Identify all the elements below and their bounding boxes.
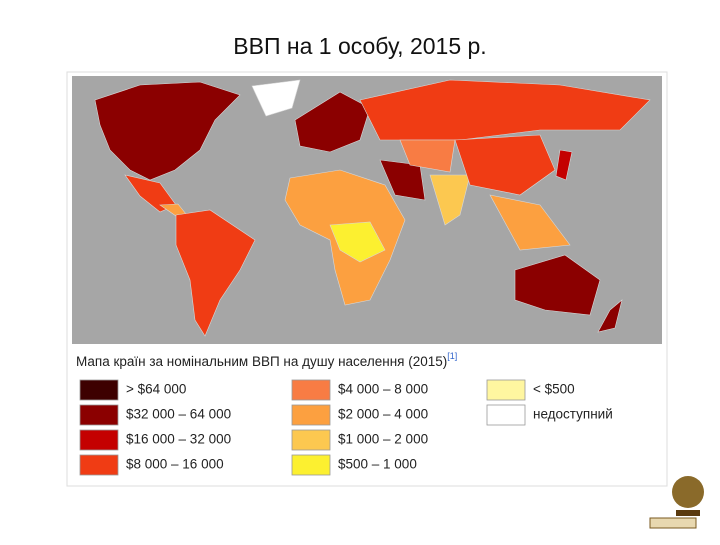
slide-title: ВВП на 1 особу, 2015 р. xyxy=(233,33,486,59)
legend-label: < $500 xyxy=(533,382,575,397)
central-asia xyxy=(399,139,456,173)
legend-swatch xyxy=(79,379,119,401)
legend-label: $32 000 – 64 000 xyxy=(126,407,231,422)
globe-icon xyxy=(649,476,704,529)
europe xyxy=(294,91,371,153)
greenland xyxy=(251,79,301,117)
legend-swatch xyxy=(79,404,119,426)
legend-swatch xyxy=(291,454,331,476)
new-zealand xyxy=(597,299,623,333)
caption-text: Мапа країн за номінальним ВВП на душу на… xyxy=(76,354,447,369)
legend-swatch xyxy=(486,379,526,401)
legend-label: $2 000 – 4 000 xyxy=(338,407,428,422)
legend-label: недоступний xyxy=(533,407,613,422)
southeast-asia xyxy=(489,194,571,251)
legend-label: $8 000 – 16 000 xyxy=(126,457,224,472)
central-africa xyxy=(329,221,386,263)
middle-east xyxy=(379,159,426,201)
japan xyxy=(555,149,573,181)
legend: > $64 000 $32 000 – 64 000 $16 000 – 32 00… xyxy=(79,379,613,476)
legend-swatch xyxy=(291,379,331,401)
north-america xyxy=(94,81,241,181)
legend-swatch xyxy=(291,404,331,426)
south-america xyxy=(175,209,256,337)
caption-ref[interactable]: [1] xyxy=(447,351,457,361)
legend-label: $500 – 1 000 xyxy=(338,457,417,472)
map-caption: Мапа країн за номінальним ВВП на душу на… xyxy=(76,351,457,368)
china xyxy=(454,134,556,196)
legend-swatch xyxy=(79,429,119,451)
legend-label: $16 000 – 32 000 xyxy=(126,432,231,447)
india xyxy=(429,174,471,226)
map xyxy=(94,79,651,337)
legend-label: $4 000 – 8 000 xyxy=(338,382,428,397)
legend-swatch xyxy=(486,404,526,426)
legend-label: > $64 000 xyxy=(126,382,186,397)
legend-swatch xyxy=(291,429,331,451)
legend-label: $1 000 – 2 000 xyxy=(338,432,428,447)
legend-swatch xyxy=(79,454,119,476)
australia xyxy=(514,254,601,316)
